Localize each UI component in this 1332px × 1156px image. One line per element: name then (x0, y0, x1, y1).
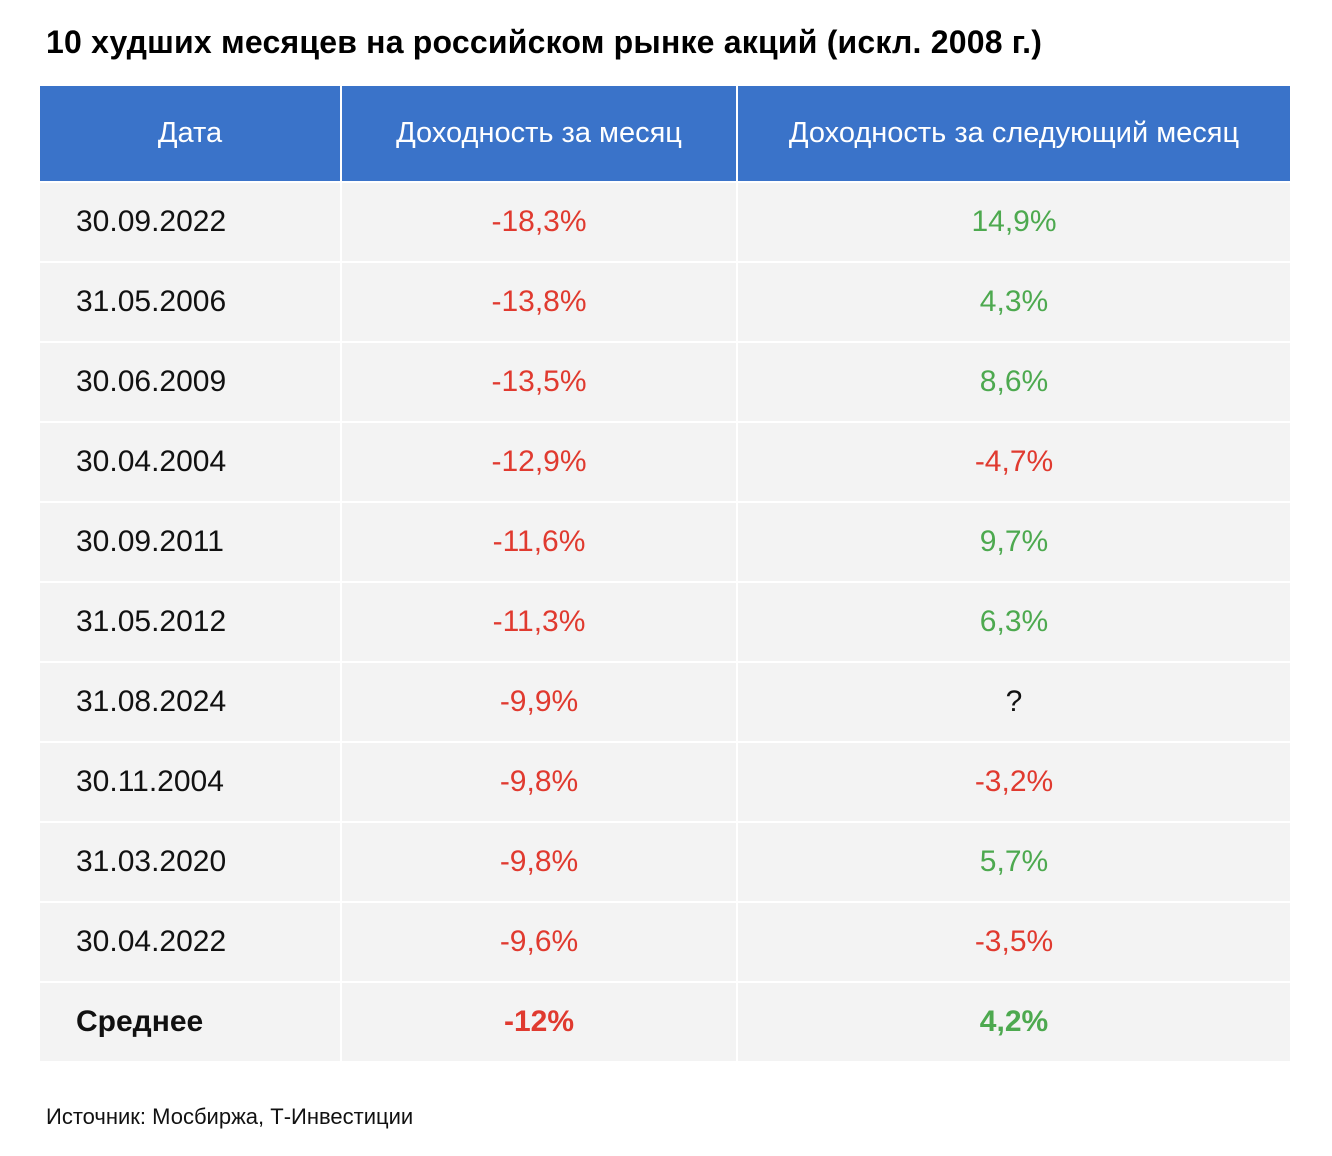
returns-table: Дата Доходность за месяц Доходность за с… (40, 86, 1290, 1061)
next-month-return-cell: 5,7% (737, 821, 1290, 902)
average-next-month-return: 4,2% (737, 981, 1290, 1061)
date-cell: 31.03.2020 (40, 821, 342, 902)
returns-table-container: Дата Доходность за месяц Доходность за с… (40, 86, 1290, 1061)
next-month-return-cell: 6,3% (737, 581, 1290, 662)
date-cell: 30.11.2004 (40, 741, 342, 822)
next-month-return-cell: -4,7% (737, 421, 1290, 502)
month-return-cell: -18,3% (341, 181, 738, 262)
table-row: 30.04.2004 -12,9% -4,7% (40, 421, 1290, 502)
next-month-return-cell: 14,9% (737, 181, 1290, 262)
table-header: Дата Доходность за месяц Доходность за с… (40, 86, 1290, 182)
header-row: Дата Доходность за месяц Доходность за с… (40, 86, 1290, 182)
date-cell: 31.05.2012 (40, 581, 342, 662)
date-cell: 30.04.2004 (40, 421, 342, 502)
source-note: Источник: Мосбиржа, Т-Инвестиции (46, 1104, 414, 1129)
average-row: Среднее -12% 4,2% (40, 981, 1290, 1061)
table-row: 31.05.2012 -11,3% 6,3% (40, 581, 1290, 662)
month-return-cell: -11,6% (341, 501, 738, 582)
table-row: 31.08.2024 -9,9%? (40, 661, 1290, 742)
month-return-cell: -9,6% (341, 901, 738, 982)
date-cell: 31.05.2006 (40, 261, 342, 342)
month-return-cell: -12,9% (341, 421, 738, 502)
chart-title: 10 худших месяцев на российском рынке ак… (46, 24, 1043, 60)
table-body: 30.09.2022 -18,3% 14,9% 31.05.2006 -13,8% 4,3… (40, 181, 1290, 1061)
month-return-cell: -11,3% (341, 581, 738, 662)
month-return-cell: -9,8% (341, 821, 738, 902)
table-row: 31.05.2006 -13,8% 4,3% (40, 261, 1290, 342)
month-return-cell: -13,8% (341, 261, 738, 342)
date-cell: 30.06.2009 (40, 341, 342, 422)
table-row: 31.03.2020 -9,8% 5,7% (40, 821, 1290, 902)
date-cell: 31.08.2024 (40, 661, 342, 742)
next-month-return-cell: -3,2% (737, 741, 1290, 822)
month-return-cell: -13,5% (341, 341, 738, 422)
next-month-return-cell: ? (737, 661, 1290, 742)
table-row: 30.09.2011 -11,6% 9,7% (40, 501, 1290, 582)
average-month-return: -12% (341, 981, 738, 1061)
column-header-next-month-return: Доходность за следующий месяц (737, 86, 1290, 182)
date-cell: 30.09.2022 (40, 181, 342, 262)
next-month-return-cell: 4,3% (737, 261, 1290, 342)
month-return-cell: -9,8% (341, 741, 738, 822)
date-cell: 30.04.2022 (40, 901, 342, 982)
table-row: 30.11.2004 -9,8% -3,2% (40, 741, 1290, 822)
average-label: Среднее (40, 981, 342, 1061)
column-header-month-return: Доходность за месяц (341, 86, 738, 182)
table-row: 30.09.2022 -18,3% 14,9% (40, 181, 1290, 262)
table-row: 30.04.2022 -9,6% -3,5% (40, 901, 1290, 982)
table-row: 30.06.2009 -13,5% 8,6% (40, 341, 1290, 422)
next-month-return-cell: 8,6% (737, 341, 1290, 422)
date-cell: 30.09.2011 (40, 501, 342, 582)
column-header-date: Дата (40, 86, 342, 182)
next-month-return-cell: -3,5% (737, 901, 1290, 982)
next-month-return-cell: 9,7% (737, 501, 1290, 582)
month-return-cell: -9,9% (341, 661, 738, 742)
